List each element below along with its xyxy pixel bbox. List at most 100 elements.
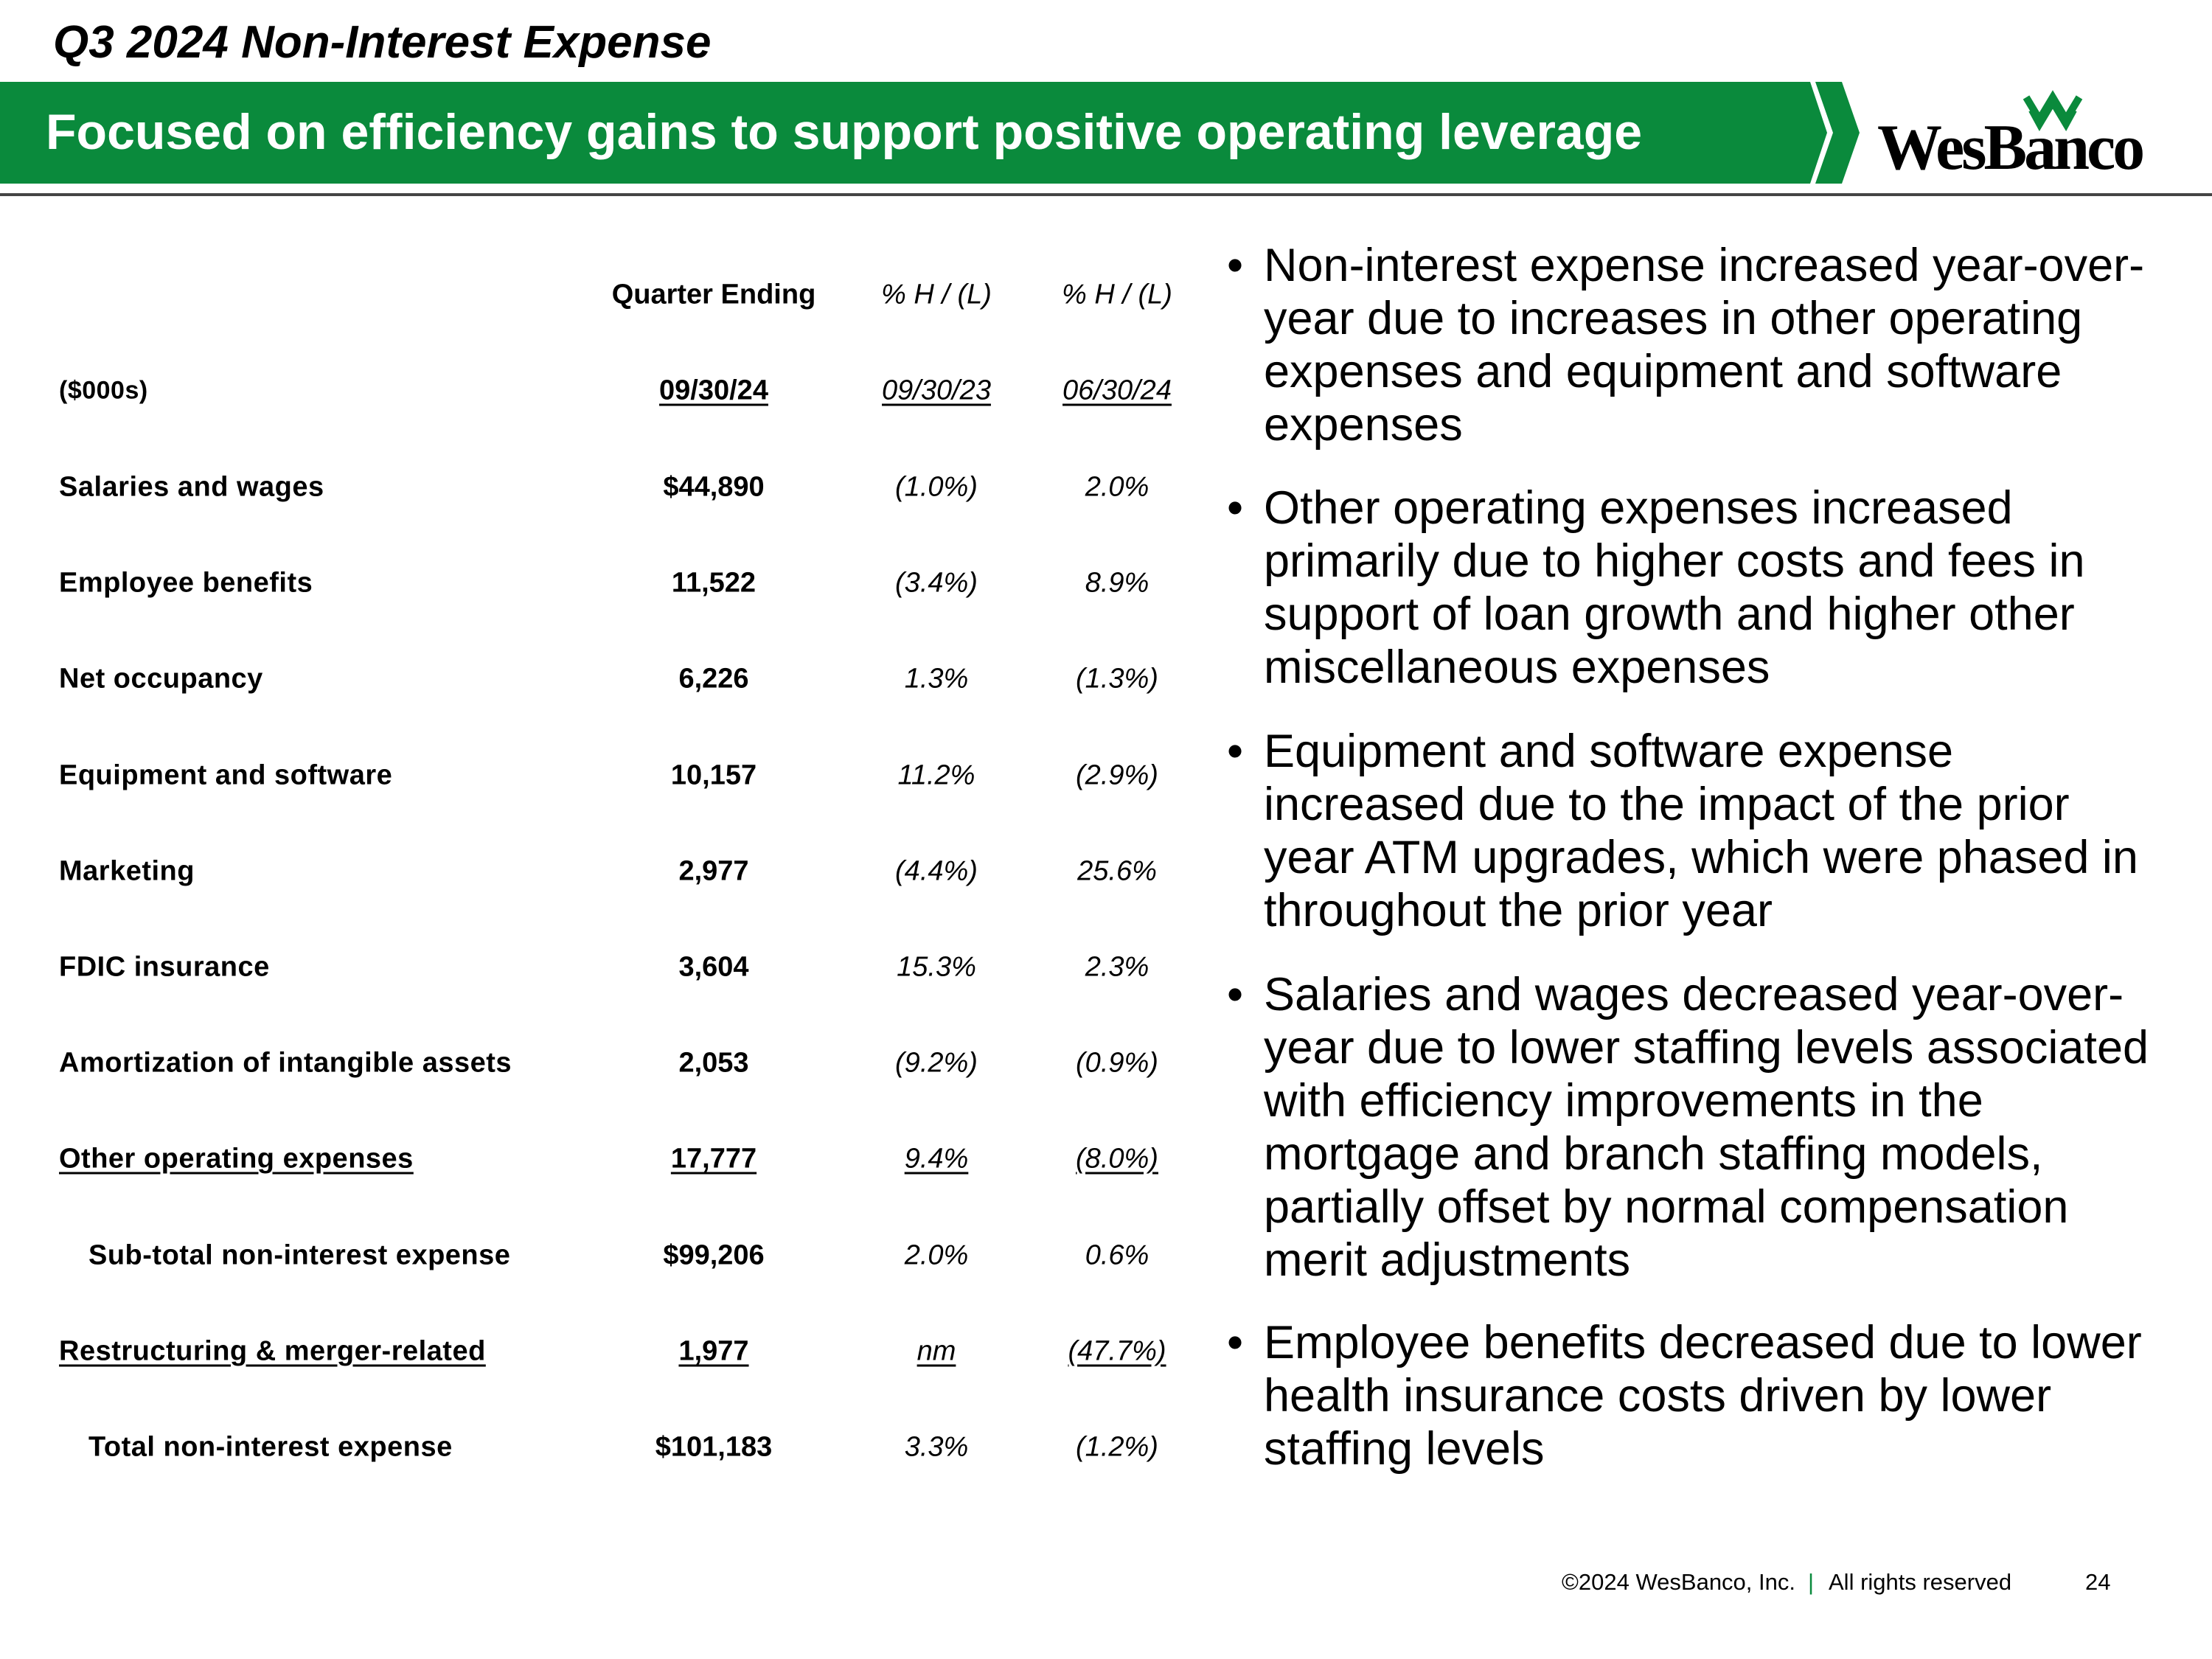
cell: 2,053 bbox=[588, 1048, 839, 1079]
bullet-dot: • bbox=[1227, 969, 1244, 1020]
row-label: Net occupancy bbox=[59, 663, 263, 695]
bullet-dot: • bbox=[1227, 240, 1244, 291]
chevron bbox=[1815, 82, 1849, 184]
separator: | bbox=[1808, 1569, 1815, 1595]
column-heading: % H / (L) bbox=[1062, 279, 1172, 310]
cell: nm bbox=[848, 1335, 1025, 1367]
cell-value: (8.0%) bbox=[1076, 1143, 1158, 1175]
cell-value: (3.4%) bbox=[895, 567, 978, 599]
column-heading: % H / (L) bbox=[881, 279, 992, 310]
cell-value: 2.0% bbox=[1085, 471, 1150, 503]
bullet-item: • Other operating expenses increased prim… bbox=[1227, 481, 2163, 694]
cell-value: 11,522 bbox=[671, 567, 757, 599]
cell: 1,977 bbox=[588, 1335, 839, 1367]
cell: 17,777 bbox=[588, 1144, 839, 1175]
cell: 3,604 bbox=[588, 952, 839, 984]
title: Q3 2024 Non-Interest Expense bbox=[53, 17, 712, 68]
page-number: 24 bbox=[2085, 1569, 2111, 1595]
cell-value: 17,777 bbox=[670, 1143, 757, 1175]
unit-label: ($000s) bbox=[59, 376, 148, 405]
cell: 8.9% bbox=[1029, 568, 1206, 599]
row-label: FDIC insurance bbox=[59, 951, 270, 983]
rights: All rights reserved bbox=[1829, 1569, 2012, 1595]
cell-value: $44,890 bbox=[663, 471, 765, 503]
cell-value: 3.3% bbox=[904, 1431, 969, 1463]
cell: (3.4%) bbox=[848, 568, 1025, 599]
cell-value: nm bbox=[917, 1335, 956, 1367]
cell-value: 2.3% bbox=[1085, 951, 1150, 983]
logo-mark bbox=[2023, 90, 2083, 127]
cell: 10,157 bbox=[588, 759, 839, 791]
cell: (1.2%) bbox=[1029, 1432, 1206, 1464]
cell-value: (1.0%) bbox=[895, 471, 978, 503]
cell-value: 9.4% bbox=[904, 1143, 969, 1175]
row-label: Total non-interest expense bbox=[88, 1431, 453, 1463]
cell-value: 1,977 bbox=[678, 1335, 749, 1367]
cell: 15.3% bbox=[848, 952, 1025, 984]
banner-text: Focused on efficiency gains to support p… bbox=[46, 104, 1643, 160]
cell-value: 2.0% bbox=[904, 1239, 969, 1271]
cell-value: 15.3% bbox=[897, 951, 976, 983]
cell: 11,522 bbox=[588, 568, 839, 599]
cell-value: $99,206 bbox=[663, 1239, 765, 1271]
bullet-text: Salaries and wages decreased year-over-y… bbox=[1264, 969, 2149, 1286]
row-label: Amortization of intangible assets bbox=[59, 1047, 512, 1079]
cell: 11.2% bbox=[848, 759, 1025, 791]
bullet-item: • Salaries and wages decreased year-over-… bbox=[1227, 968, 2163, 1287]
logo-mark bbox=[2028, 100, 2077, 132]
cell: 25.6% bbox=[1029, 855, 1206, 887]
cell: 2.3% bbox=[1029, 952, 1206, 984]
cell-value: (4.4%) bbox=[895, 855, 978, 887]
cell: (1.0%) bbox=[848, 472, 1025, 504]
row-label: Salaries and wages bbox=[59, 471, 324, 503]
bullet-text: Equipment and software expense increased… bbox=[1264, 726, 2138, 936]
bullet-item: • Employee benefits decreased due to lowe… bbox=[1227, 1316, 2163, 1475]
header-graphics bbox=[0, 82, 2212, 196]
cell: $99,206 bbox=[588, 1239, 839, 1271]
bullet-dot: • bbox=[1227, 1317, 1244, 1368]
cell-value: (2.9%) bbox=[1076, 759, 1158, 791]
cell: (4.4%) bbox=[848, 855, 1025, 887]
cell: (0.9%) bbox=[1029, 1048, 1206, 1079]
cell-value: (1.2%) bbox=[1076, 1431, 1158, 1463]
cell-value: (0.9%) bbox=[1076, 1047, 1158, 1079]
bullet-item: • Equipment and software expense increase… bbox=[1227, 725, 2163, 937]
cell: 2,977 bbox=[588, 855, 839, 887]
cell: 0.6% bbox=[1029, 1239, 1206, 1271]
cell-value: 8.9% bbox=[1085, 567, 1150, 599]
column-heading: Quarter Ending bbox=[611, 279, 816, 310]
cell-value: $101,183 bbox=[655, 1431, 773, 1463]
bullet-text: Non-interest expense increased year-over… bbox=[1264, 240, 2145, 451]
row-label: Equipment and software bbox=[59, 759, 393, 791]
cell-value: (1.3%) bbox=[1076, 663, 1158, 695]
cell: (9.2%) bbox=[848, 1048, 1025, 1079]
column-date: 09/30/23 bbox=[882, 375, 991, 406]
bullet-text: Employee benefits decreased due to lower… bbox=[1264, 1317, 2142, 1475]
cell-value: (47.7%) bbox=[1068, 1335, 1166, 1367]
cell-value: 11.2% bbox=[897, 759, 975, 791]
row-label: Sub-total non-interest expense bbox=[88, 1239, 511, 1271]
cell: 3.3% bbox=[848, 1432, 1025, 1464]
cell-value: 2,977 bbox=[678, 855, 749, 887]
chevron bbox=[1830, 82, 1860, 184]
row-label: Restructuring & merger-related bbox=[59, 1335, 486, 1367]
cell: $101,183 bbox=[588, 1432, 839, 1464]
cell: 1.3% bbox=[848, 664, 1025, 695]
banner bbox=[0, 82, 1827, 184]
copyright: ©2024 WesBanco, Inc. bbox=[1562, 1569, 1795, 1595]
cell-value: 1.3% bbox=[904, 663, 969, 695]
bullet-dot: • bbox=[1227, 726, 1244, 777]
column-date: 09/30/24 bbox=[659, 375, 768, 406]
bullet-text: Other operating expenses increased prima… bbox=[1264, 482, 2085, 693]
cell-value: 3,604 bbox=[678, 951, 749, 983]
cell: 9.4% bbox=[848, 1144, 1025, 1175]
cell: 2.0% bbox=[1029, 472, 1206, 504]
bullet-dot: • bbox=[1227, 482, 1244, 534]
row-label: Other operating expenses bbox=[59, 1143, 414, 1175]
cell: (2.9%) bbox=[1029, 759, 1206, 791]
cell-value: 6,226 bbox=[678, 663, 749, 695]
cell-value: 25.6% bbox=[1077, 855, 1157, 887]
row-label: Marketing bbox=[59, 855, 195, 887]
logo: WesBanco bbox=[1877, 112, 2145, 184]
cell-value: 10,157 bbox=[670, 759, 757, 791]
